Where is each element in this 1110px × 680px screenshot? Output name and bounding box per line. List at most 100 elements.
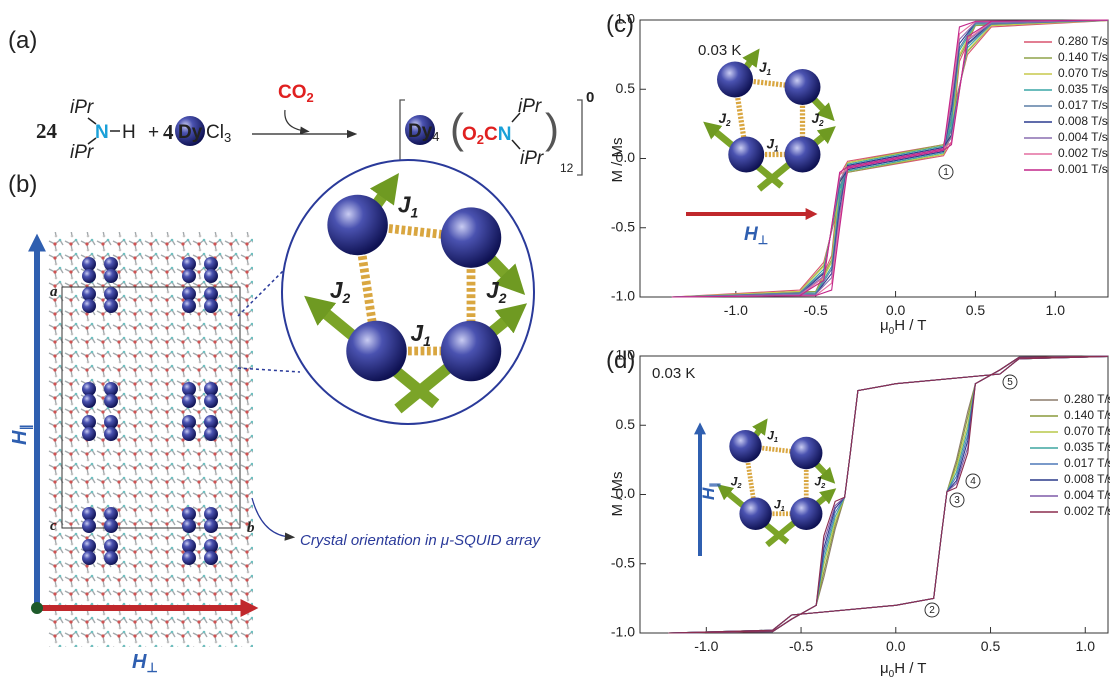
- legend-label: 0.140 T/s: [1058, 50, 1108, 64]
- dy-atom: [204, 539, 218, 553]
- y-tick-label: -0.5: [611, 218, 635, 234]
- dy-atom: [204, 269, 218, 283]
- hydrogen: H: [122, 122, 136, 143]
- cell-axis: a: [50, 284, 58, 300]
- y-tick-label: -1.0: [611, 288, 635, 304]
- x-axis-label: μ0H / T: [880, 317, 926, 337]
- field-label: H∥: [9, 424, 34, 445]
- dy-atom: [182, 507, 196, 521]
- dy-atom: [182, 394, 196, 408]
- dy-atom: [182, 299, 196, 313]
- legend-label: 0.280 T/s: [1064, 392, 1110, 406]
- dy-atom: [204, 507, 218, 521]
- dy-atom: [204, 427, 218, 441]
- x-tick-label: -0.5: [804, 302, 828, 318]
- dy-atom: [82, 257, 96, 271]
- hysteresis-loop: [668, 356, 1110, 633]
- legend-label: 0.070 T/s: [1058, 66, 1108, 80]
- dy-atom: [182, 257, 196, 271]
- nitrogen: N: [95, 122, 109, 143]
- dy-atom: [82, 415, 96, 429]
- hysteresis-loop: [668, 356, 1110, 633]
- legend-label: 0.140 T/s: [1064, 408, 1110, 422]
- hysteresis-loop: [668, 356, 1110, 633]
- dy-atom: [182, 427, 196, 441]
- dy-atom: [104, 519, 118, 533]
- coefficient: 4: [163, 120, 174, 144]
- legend-label: 0.017 T/s: [1064, 456, 1110, 470]
- dy-atom: [104, 257, 118, 271]
- dy-atom: [204, 257, 218, 271]
- dy-atom: [182, 519, 196, 533]
- step-label: 3: [954, 495, 960, 506]
- carbon-dioxide: CO2: [278, 82, 314, 105]
- dy-atom: [82, 394, 96, 408]
- inset-c: H⊥: [686, 60, 825, 247]
- dysprosium: Dy4: [408, 121, 440, 144]
- dy-atom: [82, 539, 96, 553]
- dy-atom: [182, 269, 196, 283]
- x-tick-label: 0.0: [886, 302, 906, 318]
- dy-atom: [104, 394, 118, 408]
- chloride: Cl3: [206, 122, 231, 145]
- x-axis-label-part: μ: [880, 317, 889, 334]
- legend-label: 0.004 T/s: [1058, 130, 1108, 144]
- dy-atom: [104, 269, 118, 283]
- x-tick-label: 0.5: [981, 638, 1001, 654]
- isopropyl: iPr: [518, 96, 542, 117]
- dy-atom: [82, 269, 96, 283]
- hysteresis-loop: [668, 356, 1110, 633]
- legend-label: 0.035 T/s: [1064, 440, 1110, 454]
- x-axis-label-part: μ: [880, 660, 889, 677]
- hysteresis-loop: [668, 356, 1110, 633]
- field-label: H⊥: [132, 651, 158, 675]
- dy-atom: [104, 539, 118, 553]
- panel-label: (a): [8, 27, 37, 54]
- dy-atom: [204, 551, 218, 565]
- legend-label: 0.008 T/s: [1058, 114, 1108, 128]
- caption: Crystal orientation in μ-SQUID array: [300, 532, 541, 549]
- dy-atom: [104, 507, 118, 521]
- y-axis-label: M / Ms: [609, 138, 626, 183]
- dy-atom: [182, 287, 196, 301]
- dy-atom: [82, 287, 96, 301]
- y-axis-label: M / Ms: [609, 472, 626, 517]
- dy-atom: [104, 427, 118, 441]
- x-tick-label: 1.0: [1076, 638, 1096, 654]
- dy-atom: [182, 382, 196, 396]
- legend-label: 0.008 T/s: [1064, 472, 1110, 486]
- dy-atom: [82, 507, 96, 521]
- dy-atom: [204, 394, 218, 408]
- dy-atom: [104, 415, 118, 429]
- reaction: 24 iPr iPr N H + 4 Dy Cl3 CO2 Dy4 ( ) O2…: [36, 82, 594, 175]
- x-axis-label-part: H / T: [894, 317, 926, 334]
- crystal-structure: a c b H∥ H⊥ Crystal orientation in μ-SQU…: [9, 160, 541, 675]
- dy-atom: [182, 539, 196, 553]
- dy-atom: [82, 519, 96, 533]
- y-tick-label: 0.5: [616, 80, 636, 96]
- field-label: H⊥: [744, 224, 768, 247]
- inset-d: H∥: [699, 429, 827, 557]
- legend-label: 0.017 T/s: [1058, 98, 1108, 112]
- step-label: 5: [1007, 377, 1013, 388]
- isopropyl: iPr: [70, 142, 94, 163]
- y-tick-label: -1.0: [611, 624, 635, 640]
- panel-label: (b): [8, 171, 37, 198]
- dy-atom: [182, 415, 196, 429]
- x-tick-label: 0.5: [966, 302, 986, 318]
- step-label: 4: [970, 476, 976, 487]
- parenthesis: ): [545, 105, 559, 152]
- dy-atom: [104, 299, 118, 313]
- carbamate: O2CN: [462, 124, 511, 147]
- y-tick-label: 1.0: [616, 347, 636, 363]
- dy-atom: [104, 287, 118, 301]
- legend-label: 0.280 T/s: [1058, 34, 1108, 48]
- x-axis-label: μ0H / T: [880, 660, 926, 680]
- isopropyl: iPr: [520, 148, 544, 169]
- multiplicity: 12: [560, 161, 574, 175]
- y-tick-label: -0.5: [611, 554, 635, 570]
- legend-label: 0.001 T/s: [1058, 162, 1108, 176]
- cell-axis: c: [50, 518, 57, 534]
